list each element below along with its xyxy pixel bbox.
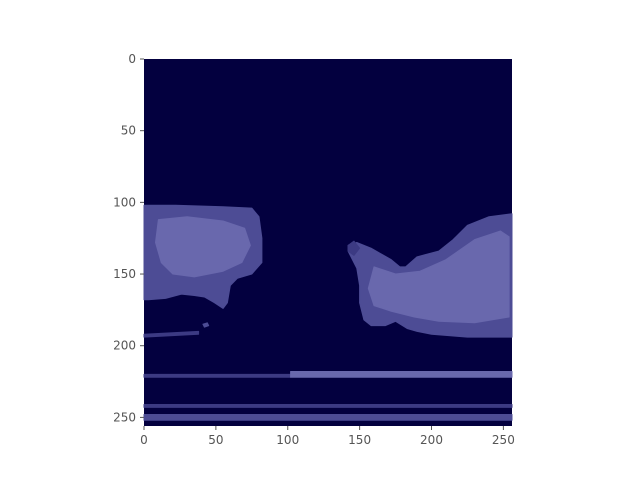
x-tick-label: 0 [140,433,148,447]
y-tick-label: 150 [113,267,136,281]
y-tick-label: 200 [113,339,136,353]
heatmap-region-right-blob-core [367,230,510,324]
x-tick-label: 100 [276,433,299,447]
heatmap-region-band-upper-right [290,371,513,378]
y-tick-label: 100 [113,195,136,209]
heatmap-region-left-streak [143,330,200,338]
heatmap-region-right-blob-tip [347,240,361,256]
heatmap-region-band-upper-left [143,373,292,378]
heatmap-regions [143,204,513,421]
y-tick-label: 250 [113,410,136,424]
heatmap-region-left-speck [202,322,210,328]
x-tick-label: 200 [420,433,443,447]
heatmap-region-band-lower [143,414,513,421]
x-tick-label: 150 [348,433,371,447]
heatmap-region-band-middle [143,404,513,408]
heatmap-region-left-blob-core [155,216,251,278]
plot-area [143,59,513,426]
x-axis: 0 50 100 150 200 250 [140,426,515,447]
x-tick-label: 250 [492,433,515,447]
x-tick-label: 50 [208,433,223,447]
y-axis: 0 50 100 150 200 250 [113,52,144,424]
y-tick-label: 50 [121,124,136,138]
y-tick-label: 0 [128,52,136,66]
